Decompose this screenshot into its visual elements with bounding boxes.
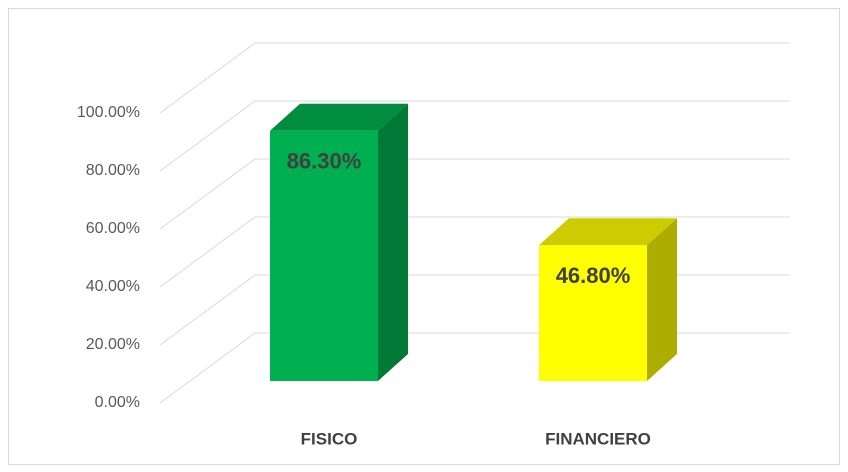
y-tick-label: 0.00% — [95, 394, 140, 411]
bar-top — [539, 218, 677, 246]
bar — [539, 245, 647, 381]
y-tick-label: 80.00% — [86, 162, 140, 179]
y-tick-label: 60.00% — [86, 220, 140, 237]
x-tick-label: FISICO — [301, 429, 358, 448]
y-tick-label: 20.00% — [86, 336, 140, 353]
bar-side — [647, 218, 677, 381]
data-label: 46.80% — [556, 263, 631, 288]
grid-line-side — [159, 274, 256, 346]
data-label: 86.30% — [287, 149, 362, 174]
grid-line-side — [159, 42, 256, 114]
grid-line-side — [159, 216, 256, 288]
grid-line-side — [159, 158, 256, 230]
bar-top — [270, 103, 408, 131]
bar — [270, 130, 378, 381]
y-tick-label: 40.00% — [86, 278, 140, 295]
grid-line-side — [159, 100, 256, 172]
chart-frame — [8, 8, 840, 465]
y-tick-label: 100.00% — [77, 104, 140, 121]
grid-line-side — [159, 332, 256, 404]
x-tick-label: FINANCIERO — [545, 429, 651, 448]
bar-side — [378, 103, 408, 381]
